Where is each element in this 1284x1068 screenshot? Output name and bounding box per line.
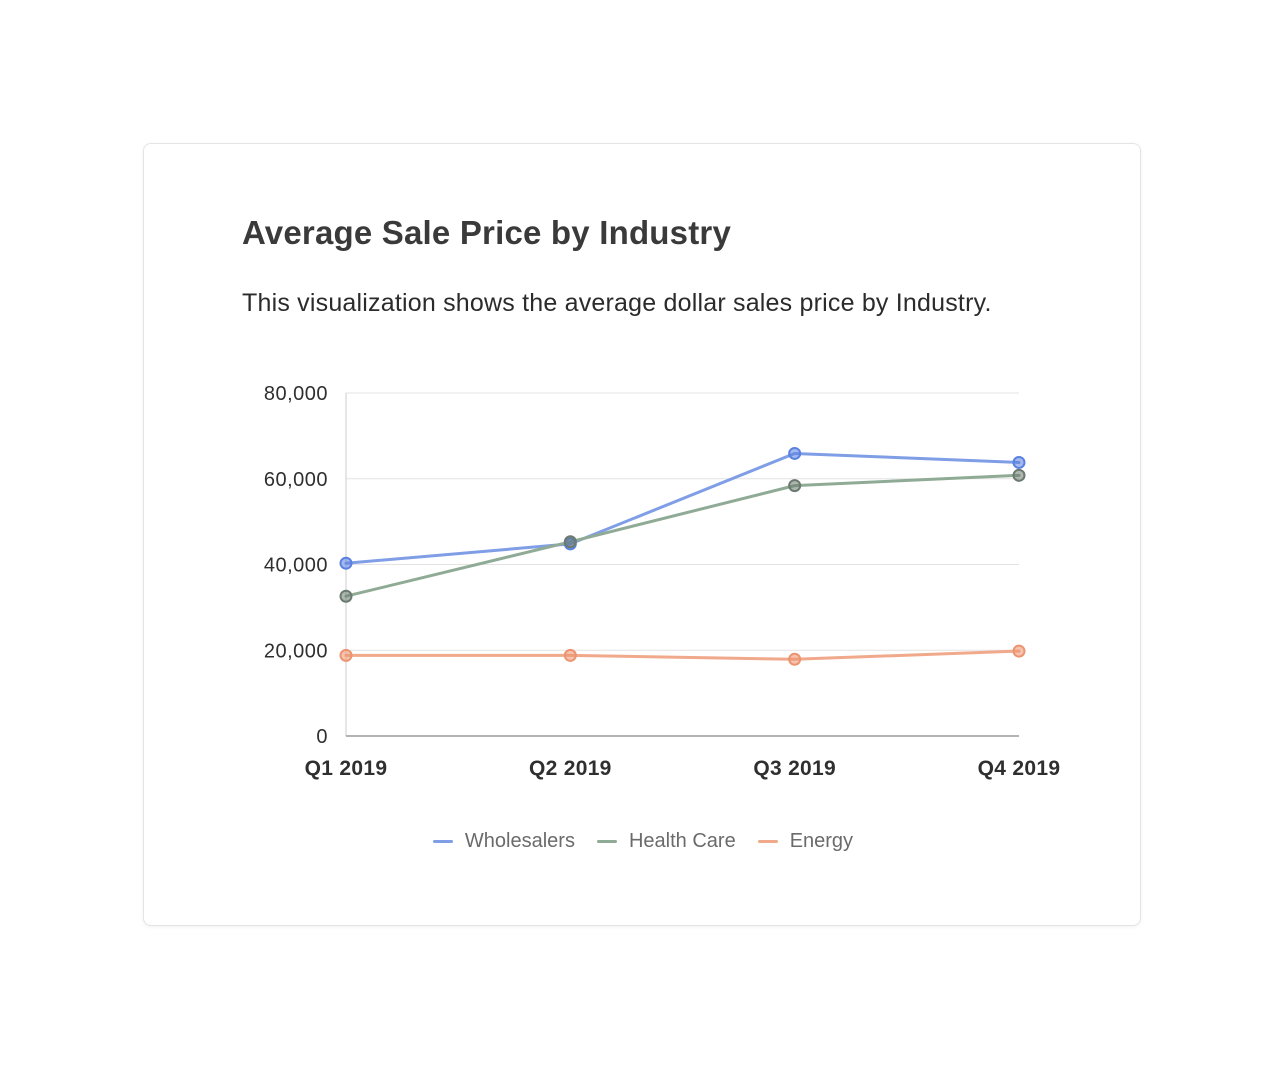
series-line-health-care	[344, 473, 1021, 598]
legend-item[interactable]: Health Care	[596, 830, 736, 853]
chart-card: Average Sale Price by Industry This visu…	[143, 143, 1141, 926]
x-tick-label: Q4 2019	[978, 757, 1061, 780]
line-chart: 0 20,000 40,000 60,000 80,000 Q1 2019 Q2 2019 Q…	[264, 383, 1061, 780]
x-tick-label: Q2 2019	[529, 757, 612, 780]
legend-label: Energy	[789, 830, 854, 852]
y-tick-label: 40,000	[264, 555, 328, 577]
legend-label: Wholesalers	[464, 830, 575, 852]
chart-legend: Wholesalers Health Care Energy	[144, 830, 1142, 853]
data-point-health-care	[788, 479, 802, 493]
legend-swatch	[432, 840, 453, 843]
data-point-wholesalers	[339, 556, 353, 570]
chart-description: This visualization shows the average dol…	[242, 289, 992, 317]
legend-label: Health Care	[628, 830, 736, 852]
data-point-wholesalers	[1012, 455, 1026, 469]
legend-item[interactable]: Energy	[757, 830, 854, 853]
series-line-energy	[344, 649, 1021, 661]
data-point-energy	[1012, 644, 1026, 658]
x-tick-label: Q3 2019	[753, 757, 836, 780]
y-tick-label: 80,000	[264, 383, 328, 405]
chart-title: Average Sale Price by Industry	[242, 214, 731, 251]
y-tick-label: 60,000	[264, 469, 328, 491]
data-point-energy	[788, 652, 802, 666]
data-point-health-care	[339, 589, 353, 603]
legend-item[interactable]: Wholesalers	[432, 830, 575, 853]
data-point-health-care	[563, 535, 577, 549]
x-tick-label: Q1 2019	[305, 757, 388, 780]
data-point-health-care	[1012, 468, 1026, 482]
data-point-energy	[339, 648, 353, 662]
y-tick-label: 0	[316, 726, 328, 748]
data-point-energy	[563, 648, 577, 662]
legend-swatch	[757, 840, 778, 843]
series-line-wholesalers	[344, 451, 1021, 565]
legend-swatch	[596, 840, 617, 843]
data-point-wholesalers	[788, 446, 802, 460]
y-tick-label: 20,000	[264, 640, 328, 662]
